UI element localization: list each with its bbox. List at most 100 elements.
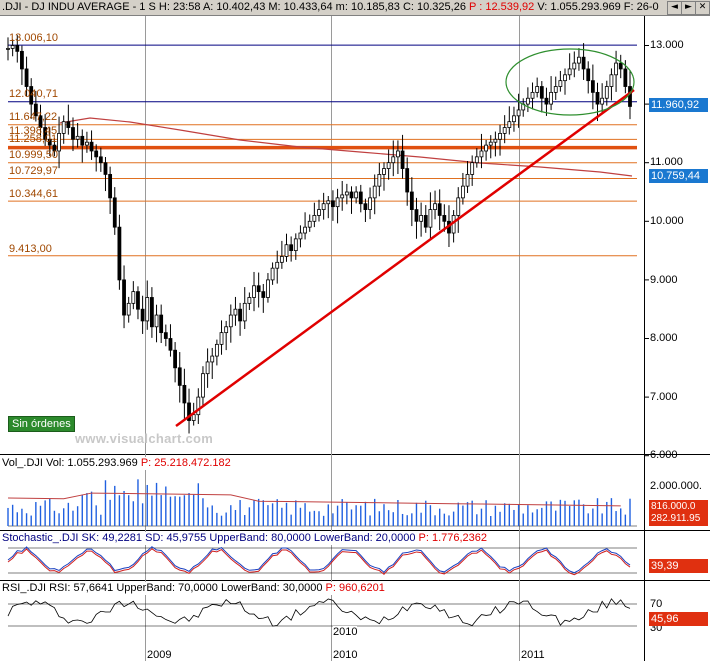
price-candle — [71, 127, 75, 140]
price-candle — [414, 209, 419, 222]
price-candle — [242, 302, 247, 322]
rsi-panel-header: RSI_.DJI RSI: 57,6641 UpperBand: 70,0000… — [2, 582, 385, 595]
stoch-value-tag: 39,39 — [649, 559, 708, 573]
scroll-left-button[interactable]: ◄ — [667, 1, 682, 15]
price-candle — [433, 203, 437, 210]
stoch-sk: SK: 49,2281 — [81, 532, 143, 544]
price-candle — [409, 191, 414, 210]
price-candle — [600, 97, 605, 105]
highlight-ellipse — [505, 48, 635, 116]
price-candle — [423, 215, 428, 228]
no-orders-badge[interactable]: Sin órdenes — [8, 416, 75, 432]
price-candle — [33, 103, 38, 117]
price-candle — [261, 291, 266, 298]
stoch-title: Stochastic_.DJI — [2, 532, 79, 544]
price-candle — [252, 285, 256, 298]
price-candle — [331, 200, 335, 208]
price-candle — [75, 135, 80, 140]
price-candle — [484, 144, 489, 152]
price-candle — [210, 355, 215, 363]
stoch-p: P: 1.776,2362 — [418, 532, 488, 544]
price-candle — [187, 402, 191, 421]
rsi-lower: LowerBand: 30,0000 — [220, 582, 323, 594]
rsi-upper: UpperBand: 70,0000 — [116, 582, 218, 594]
volume-ma-tag: 816.000.0 — [649, 500, 708, 514]
level-label-11398: 11.398,45 — [9, 125, 58, 137]
price-candle — [275, 261, 280, 269]
price-candle — [525, 97, 530, 105]
rsi-value: RSI: 57,6641 — [49, 582, 114, 594]
price-candle — [544, 97, 549, 105]
volume-y-tick: 2.000.000. — [650, 480, 702, 492]
price-candle — [368, 197, 372, 210]
rsi-line — [7, 598, 631, 627]
price-candle — [140, 308, 145, 322]
price-candle — [289, 244, 294, 252]
price-candle — [312, 215, 317, 222]
volume-average-line — [7, 492, 621, 507]
price-candle — [340, 194, 345, 199]
volume-value: V: 1.055.293.969 — [537, 1, 621, 13]
price-candle — [6, 48, 10, 50]
price-candle — [103, 162, 108, 175]
volume-panel-vol: Vol: 1.055.293.969 — [46, 457, 138, 469]
price-candle — [604, 86, 609, 99]
y-tick-7000: 7.000 — [650, 391, 678, 403]
price-candle — [266, 279, 270, 298]
chart-title-bar: .DJI - DJ INDU AVERAGE - 1 S H: 23:58 A:… — [0, 0, 710, 16]
price-candle — [47, 138, 52, 146]
price-candle — [279, 256, 284, 263]
price-candle — [539, 86, 544, 99]
y-tick-10000: 10.000 — [650, 215, 684, 227]
price-candle — [372, 185, 377, 199]
stoch-sd-line — [7, 548, 631, 576]
price-candle — [205, 361, 210, 375]
price-candle — [196, 396, 201, 416]
price-candle — [66, 121, 71, 128]
price-candle — [238, 308, 242, 322]
price-candle — [618, 62, 623, 70]
price-candle — [530, 91, 535, 99]
close-button[interactable]: ✕ — [695, 1, 710, 15]
price-candle — [270, 267, 275, 281]
price-candle — [396, 150, 400, 158]
price-candle — [247, 297, 252, 304]
y-tick-8000: 8.000 — [650, 332, 678, 344]
level-label-11258: 11.258,01 — [9, 133, 58, 145]
price-candle — [29, 86, 34, 105]
level-label-10344: 10.344,61 — [9, 188, 58, 200]
price-candle — [43, 127, 48, 140]
price-candle — [326, 200, 331, 205]
level-label-12040: 12.040,71 — [9, 88, 58, 100]
price-candle — [405, 168, 410, 193]
price-candle — [284, 244, 289, 257]
price-candle — [149, 297, 154, 328]
symbol-info: .DJI - DJ INDU AVERAGE - 1 S H: 23:58 A:… — [2, 1, 659, 13]
price-candle — [488, 141, 493, 146]
price-candle — [400, 150, 405, 169]
price-candle — [479, 150, 484, 158]
price-candle — [317, 209, 321, 216]
price-candle — [80, 135, 85, 146]
y-tick-6000: 6.000 — [650, 449, 678, 461]
price-candle — [382, 168, 386, 175]
price-candle — [224, 326, 229, 334]
price-candle — [233, 308, 238, 316]
level-label-11647: 11.647,22 — [9, 111, 58, 123]
price-candle — [567, 68, 572, 76]
price-candle — [182, 384, 187, 404]
stoch-sd: SD: 45,9755 — [145, 532, 207, 544]
low-value: m: 10.185,83 — [335, 1, 400, 13]
x-label-2009: 2009 — [147, 649, 172, 661]
price-candle — [173, 349, 178, 369]
price-candle — [145, 297, 150, 322]
price-candle — [391, 156, 396, 164]
price-candle — [474, 156, 479, 164]
price-candle — [465, 174, 470, 187]
price-candle — [428, 209, 433, 228]
price-candle — [614, 62, 618, 76]
price-candle — [419, 215, 424, 222]
price-candle — [335, 197, 340, 208]
price-candle — [437, 203, 442, 216]
